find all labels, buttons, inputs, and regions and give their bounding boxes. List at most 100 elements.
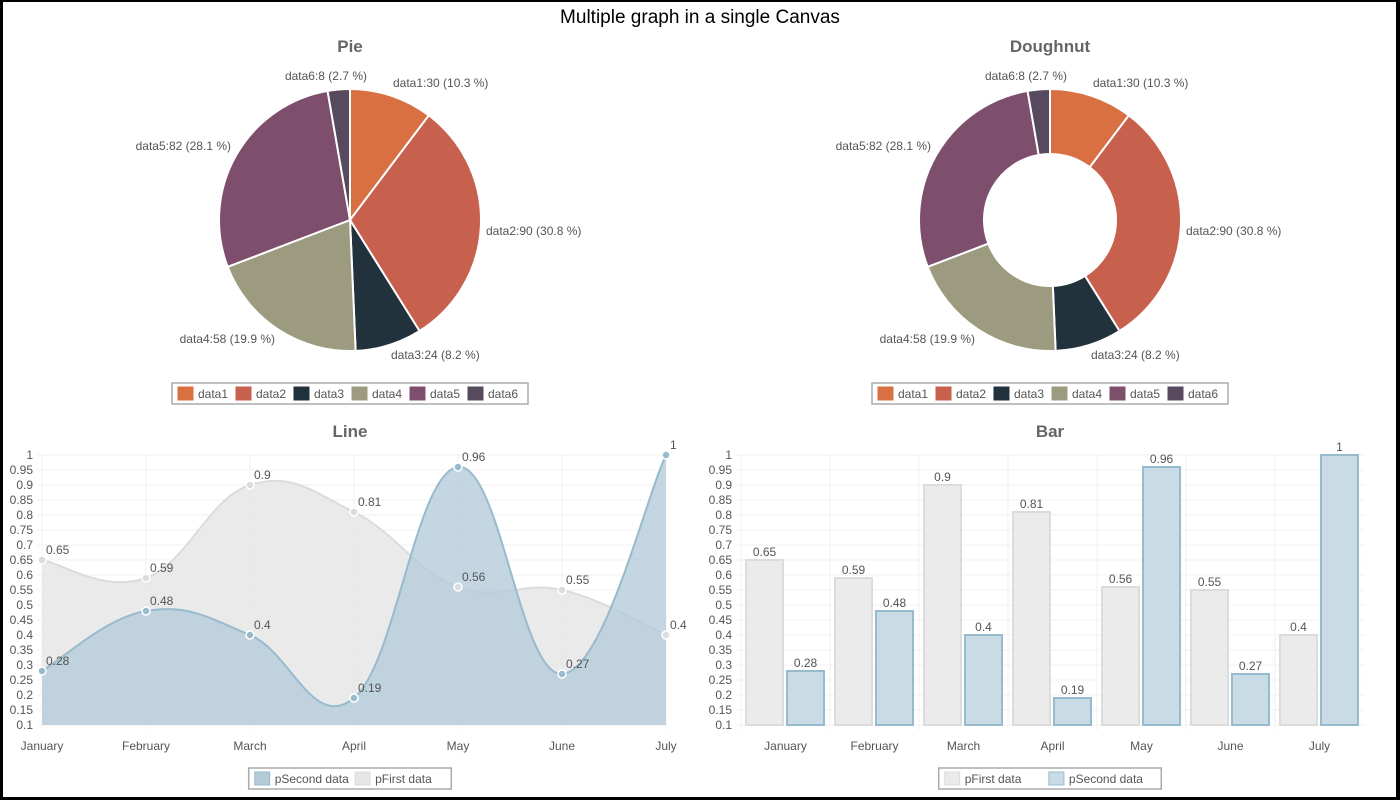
legend-item[interactable]: data2	[935, 386, 986, 401]
slice-label: data5:82 (28.1 %)	[136, 139, 231, 153]
legend-swatch	[877, 386, 894, 401]
legend-item[interactable]: pFirst data	[354, 771, 432, 786]
bar[interactable]	[1279, 634, 1318, 726]
data-point[interactable]	[557, 669, 567, 679]
bar[interactable]	[1012, 511, 1051, 726]
chart-title: Line	[333, 422, 368, 441]
y-tick-label: 0.6	[16, 568, 33, 582]
line-chart: Line10.950.90.850.80.750.70.650.60.550.5…	[10, 422, 687, 790]
y-tick-label: 0.3	[16, 658, 33, 672]
legend-item[interactable]: data3	[293, 386, 344, 401]
data-point[interactable]	[141, 606, 151, 616]
bar[interactable]	[834, 577, 873, 726]
legend-swatch	[177, 386, 194, 401]
data-point[interactable]	[37, 666, 47, 676]
legend-item[interactable]: data5	[1109, 386, 1160, 401]
x-tick-label: May	[447, 739, 470, 753]
slice-data6[interactable]	[326, 87, 351, 221]
data-label: 0.9	[254, 468, 271, 482]
legend-item[interactable]: pSecond data	[1048, 771, 1143, 786]
bar[interactable]	[1320, 454, 1359, 726]
legend-label: data2	[956, 387, 986, 401]
data-label: 0.27	[566, 657, 590, 671]
legend-label: data2	[256, 387, 286, 401]
legend-swatch	[944, 771, 961, 786]
data-point[interactable]	[37, 555, 47, 565]
data-point[interactable]	[349, 507, 359, 517]
legend-item[interactable]: data4	[1051, 386, 1102, 401]
legend-swatch	[1109, 386, 1126, 401]
data-label: 0.96	[462, 450, 486, 464]
legend-item[interactable]: data3	[993, 386, 1044, 401]
slice-data2[interactable]	[348, 113, 482, 333]
data-point[interactable]	[453, 582, 463, 592]
y-tick-label: 0.7	[16, 538, 33, 552]
data-label: 0.65	[46, 543, 70, 557]
slice-label: data4:58 (19.9 %)	[180, 332, 275, 346]
chart-title: Doughnut	[1010, 37, 1091, 56]
bar[interactable]	[1142, 466, 1181, 726]
slice-data4[interactable]	[926, 242, 1057, 352]
bar[interactable]	[875, 610, 914, 726]
legend-item[interactable]: data6	[467, 386, 518, 401]
data-label: 0.28	[46, 654, 70, 668]
data-point[interactable]	[661, 630, 671, 640]
data-point[interactable]	[349, 693, 359, 703]
slice-data4[interactable]	[226, 218, 357, 352]
y-tick-label: 0.2	[715, 688, 732, 702]
data-label: 0.65	[753, 545, 777, 559]
y-tick-label: 0.85	[709, 493, 733, 507]
legend-item[interactable]: data2	[235, 386, 286, 401]
slice-data5[interactable]	[918, 89, 1040, 269]
y-tick-label: 0.75	[709, 523, 733, 537]
bar[interactable]	[923, 484, 962, 726]
y-tick-label: 0.55	[709, 583, 733, 597]
slice-label: data1:30 (10.3 %)	[393, 76, 488, 90]
legend-item[interactable]: data1	[877, 386, 928, 401]
slice-data2[interactable]	[1083, 113, 1182, 333]
slice-data6[interactable]	[1026, 87, 1051, 157]
bar[interactable]	[1053, 697, 1092, 726]
data-label: 0.59	[842, 563, 866, 577]
legend-swatch	[293, 386, 310, 401]
data-point[interactable]	[245, 480, 255, 490]
data-label: 0.81	[1020, 497, 1044, 511]
data-label: 0.19	[358, 681, 382, 695]
bar[interactable]	[745, 559, 784, 726]
slice-label: data5:82 (28.1 %)	[836, 139, 931, 153]
bar-chart: Bar10.950.90.850.80.750.70.650.60.550.50…	[709, 422, 1364, 790]
bar[interactable]	[1231, 673, 1270, 726]
data-label: 0.81	[358, 495, 382, 509]
y-tick-label: 0.2	[16, 688, 33, 702]
bar[interactable]	[964, 634, 1003, 726]
data-point[interactable]	[141, 573, 151, 583]
pie-chart: Pie data1:30 (10.3 %) data2:90 (30.8 %) dat…	[136, 37, 581, 405]
bar[interactable]	[1190, 589, 1229, 726]
legend-item[interactable]: data1	[177, 386, 228, 401]
legend-item[interactable]: data6	[1167, 386, 1218, 401]
legend-item[interactable]: data4	[351, 386, 402, 401]
data-point[interactable]	[661, 450, 671, 460]
data-point[interactable]	[557, 585, 567, 595]
x-tick-label: June	[1217, 739, 1243, 753]
y-tick-label: 0.6	[715, 568, 732, 582]
data-label: 0.28	[794, 656, 818, 670]
chart-title: Pie	[337, 37, 363, 56]
data-label: 0.4	[1290, 620, 1307, 634]
legend-item[interactable]: data5	[409, 386, 460, 401]
slice-data1[interactable]	[349, 87, 431, 223]
legend-item[interactable]: pFirst data	[944, 771, 1022, 786]
y-tick-label: 0.15	[10, 703, 34, 717]
x-tick-label: February	[850, 739, 898, 753]
legend-box	[871, 382, 1229, 405]
data-label: 0.59	[150, 561, 174, 575]
y-tick-label: 0.9	[715, 478, 732, 492]
data-point[interactable]	[453, 462, 463, 472]
bar[interactable]	[786, 670, 825, 726]
slice-data5[interactable]	[218, 89, 352, 269]
bar[interactable]	[1101, 586, 1140, 726]
x-tick-label: March	[947, 739, 980, 753]
x-tick-label: April	[342, 739, 366, 753]
legend-item[interactable]: pSecond data	[254, 771, 349, 786]
data-point[interactable]	[245, 630, 255, 640]
